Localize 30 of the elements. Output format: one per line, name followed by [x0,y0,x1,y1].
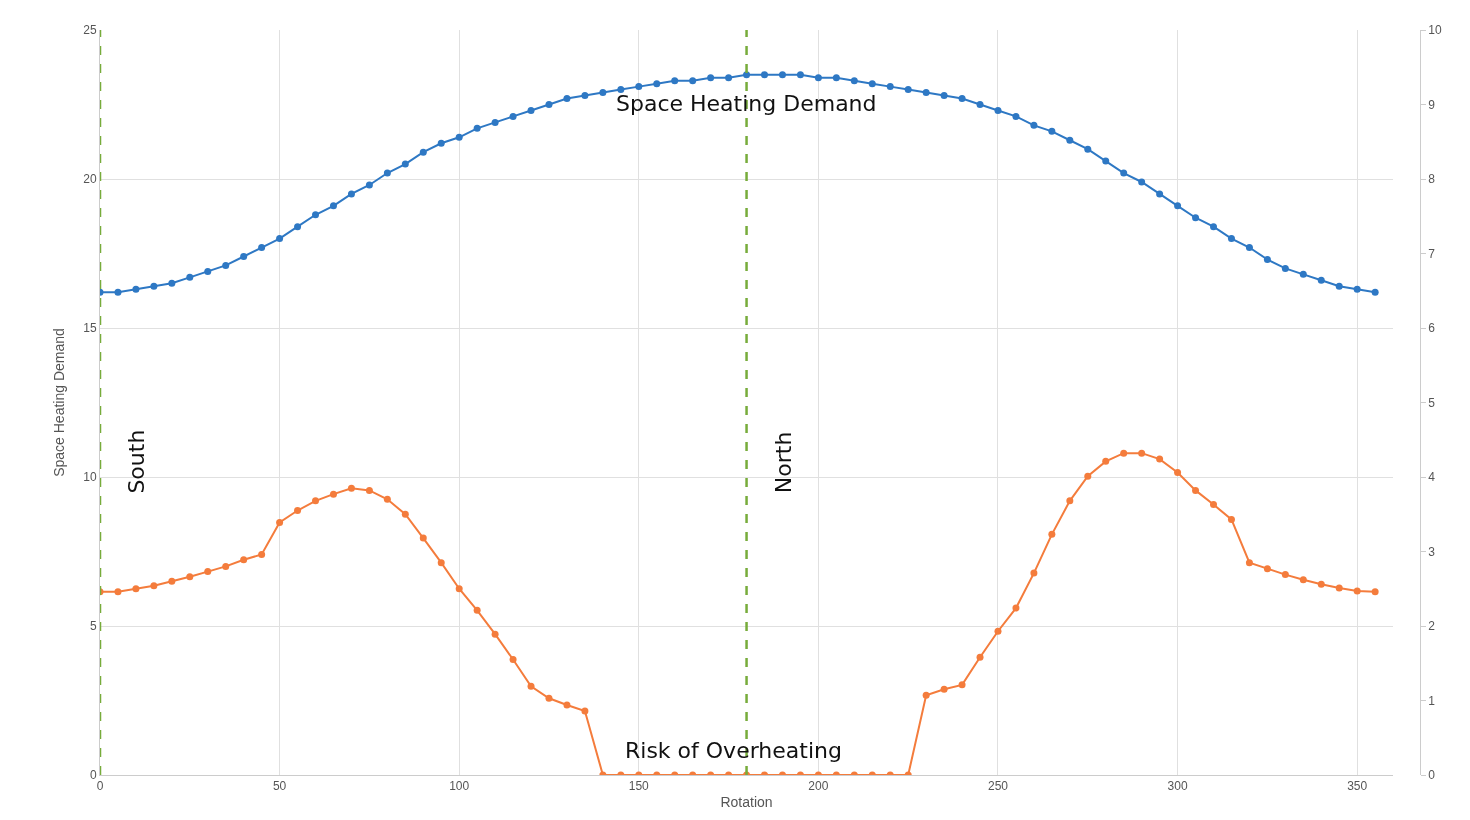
y-tick-label: 10 [83,470,97,485]
y-axis-title: Space Heating Demand [50,328,67,477]
series-label: Risk of Overheating [625,738,842,763]
y2-tick-label: 4 [1428,470,1436,485]
x-axis-title: Rotation [720,793,773,810]
x-tick-label: 350 [1347,779,1368,794]
series-label: Space Heating Demand [616,91,877,116]
y2-tick-label: 0 [1428,768,1436,783]
y2-tick-label: 3 [1428,544,1436,559]
y2-tick-label: 1 [1428,693,1436,708]
x-tick-label: 150 [628,779,650,794]
y-tick-label: 20 [83,172,97,187]
y2-tick-label: 9 [1428,97,1436,112]
y2-tick-label: 6 [1428,321,1436,336]
y2-tick-label: 8 [1428,172,1436,187]
y2-tick-label: 10 [1428,23,1442,38]
y2-tick-label: 2 [1428,619,1436,634]
x-tick-label: 100 [449,779,470,794]
x-tick-label: 50 [272,779,287,794]
y-tick-label: 25 [83,23,97,38]
y-tick-label: 15 [83,321,97,336]
x-tick-label: 300 [1167,779,1188,794]
y2-tick-label: 5 [1428,395,1436,410]
x-tick-label: 250 [987,779,1009,794]
y-tick-label: 0 [89,768,97,783]
ref-line-label: South [124,429,150,494]
y2-tick-label: 7 [1428,246,1436,261]
x-tick-label: 200 [808,779,829,794]
ref-line-label: North [770,431,796,494]
y-tick-label: 5 [89,619,97,634]
